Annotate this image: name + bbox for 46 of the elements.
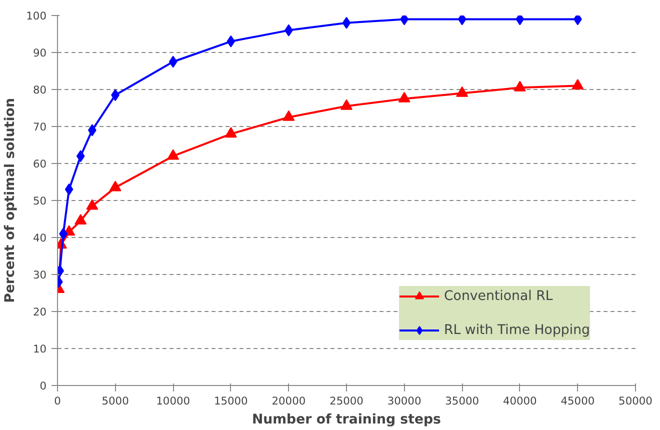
- point: [226, 35, 236, 48]
- point: [456, 86, 468, 97]
- point: [167, 149, 180, 160]
- x-tick-label: 35000: [445, 394, 480, 408]
- point: [340, 99, 352, 110]
- y-tick-label: 30: [32, 268, 47, 282]
- y-tick-label: 60: [32, 158, 47, 170]
- x-tick-label: 30000: [387, 394, 422, 408]
- point: [516, 16, 524, 26]
- y-tick-label: 10: [32, 342, 47, 356]
- point: [572, 78, 584, 90]
- point: [282, 110, 295, 121]
- x-tick-label: 15000: [214, 394, 248, 408]
- point: [224, 127, 237, 138]
- x-tick-label: 45000: [560, 394, 595, 408]
- y-axis-title: Percent of optimal solution: [3, 98, 18, 303]
- x-tick-label: 50000: [618, 394, 653, 408]
- x-tick-label: 5000: [102, 394, 130, 408]
- y-tick-label: 50: [32, 194, 47, 208]
- y-tick-label: 90: [32, 46, 47, 60]
- y-tick-label: 0: [40, 380, 47, 392]
- y-tick-label: 40: [32, 232, 47, 244]
- x-axis-title: Number of training steps: [252, 412, 442, 428]
- x-tick-label: 10000: [156, 394, 190, 408]
- y-tick-label: 70: [32, 120, 47, 134]
- x-tick-label: 20000: [272, 394, 306, 408]
- y-tick-label: 20: [32, 306, 47, 318]
- point: [342, 16, 351, 29]
- point: [400, 16, 408, 26]
- point: [168, 56, 178, 68]
- y-tick-label: 80: [32, 84, 47, 96]
- point: [64, 183, 74, 196]
- point: [74, 214, 87, 225]
- y-tick-label: 100: [26, 10, 47, 22]
- x-tick-label: 25000: [330, 394, 364, 408]
- point: [574, 16, 582, 26]
- legend-label: RL with Time Hopping: [444, 322, 590, 338]
- legend-label: Conventional RL: [444, 288, 553, 304]
- point: [514, 80, 526, 92]
- point: [76, 150, 85, 162]
- point: [109, 180, 122, 192]
- point: [458, 16, 466, 26]
- point: [398, 92, 410, 102]
- point: [86, 199, 98, 210]
- x-tick-label: 40000: [502, 394, 538, 408]
- x-tick-label: 0: [54, 394, 62, 408]
